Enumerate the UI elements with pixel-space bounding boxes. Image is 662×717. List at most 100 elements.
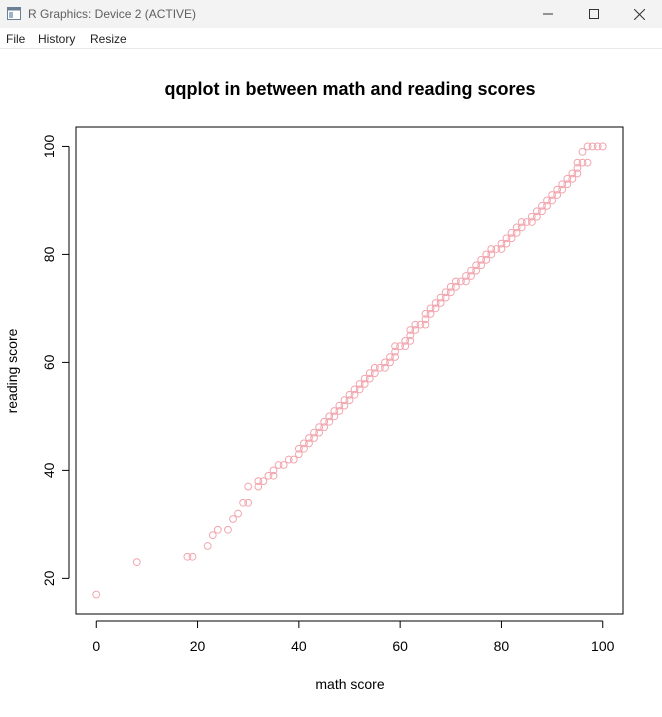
y-tick-label: 60 bbox=[41, 354, 57, 370]
data-point bbox=[538, 201, 546, 210]
data-point bbox=[370, 369, 379, 378]
data-point bbox=[487, 245, 496, 253]
data-point bbox=[345, 396, 354, 405]
data-point bbox=[365, 369, 374, 378]
data-point bbox=[578, 147, 587, 156]
data-point bbox=[578, 158, 587, 167]
data-point bbox=[224, 525, 232, 534]
data-point bbox=[416, 320, 425, 329]
y-tick-label: 100 bbox=[41, 135, 57, 159]
x-tick-label: 100 bbox=[591, 638, 615, 654]
data-point bbox=[320, 423, 329, 432]
x-tick-label: 20 bbox=[190, 638, 206, 654]
data-point bbox=[335, 401, 344, 410]
data-point bbox=[239, 498, 248, 507]
data-point bbox=[305, 439, 313, 448]
data-point bbox=[386, 353, 394, 361]
data-point bbox=[568, 174, 577, 183]
data-point bbox=[244, 482, 253, 491]
menu-resize[interactable]: Resize bbox=[90, 32, 127, 46]
data-point bbox=[543, 196, 551, 205]
data-point bbox=[482, 255, 491, 264]
y-tick-label: 80 bbox=[41, 246, 57, 262]
data-point bbox=[284, 455, 293, 464]
data-point bbox=[183, 552, 192, 561]
data-point bbox=[254, 482, 263, 491]
menu-history[interactable]: History bbox=[38, 32, 76, 46]
data-point bbox=[386, 358, 394, 367]
data-point bbox=[457, 277, 465, 286]
data-point bbox=[482, 250, 491, 259]
data-point bbox=[588, 142, 597, 151]
y-tick-label: 40 bbox=[41, 462, 57, 478]
data-point bbox=[472, 261, 481, 270]
data-point bbox=[436, 293, 445, 302]
data-point bbox=[441, 288, 450, 297]
data-point bbox=[467, 272, 475, 280]
data-point bbox=[325, 412, 334, 421]
data-point bbox=[462, 272, 470, 280]
data-point bbox=[279, 461, 288, 469]
data-point bbox=[573, 164, 582, 172]
data-point bbox=[431, 304, 440, 313]
menu-bar: File History Resize bbox=[0, 28, 662, 49]
data-point bbox=[527, 212, 536, 221]
data-point bbox=[340, 401, 349, 410]
data-point bbox=[244, 498, 253, 507]
data-point bbox=[401, 336, 410, 345]
data-point bbox=[502, 234, 511, 243]
data-point bbox=[320, 417, 329, 426]
data-point bbox=[426, 304, 435, 313]
data-point bbox=[92, 590, 101, 599]
data-point bbox=[274, 461, 283, 469]
data-point bbox=[441, 293, 450, 302]
menu-file[interactable]: File bbox=[6, 32, 26, 46]
data-point bbox=[132, 558, 141, 567]
chart-title: qqplot in between math and reading score… bbox=[164, 79, 535, 99]
data-point bbox=[538, 207, 546, 216]
data-point bbox=[340, 396, 349, 405]
close-button[interactable] bbox=[616, 0, 662, 28]
data-point bbox=[264, 471, 273, 480]
data-point bbox=[598, 142, 607, 151]
data-point bbox=[381, 358, 389, 367]
data-point bbox=[315, 428, 324, 437]
data-point bbox=[381, 363, 389, 372]
data-point bbox=[350, 390, 359, 399]
data-point bbox=[512, 223, 521, 232]
data-point bbox=[583, 158, 592, 167]
data-point bbox=[487, 250, 496, 259]
data-point bbox=[391, 353, 399, 361]
data-point bbox=[502, 239, 511, 248]
x-tick-label: 0 bbox=[92, 638, 100, 654]
plot-frame bbox=[75, 126, 624, 615]
app-icon bbox=[7, 7, 21, 20]
data-point bbox=[269, 471, 278, 480]
data-point bbox=[558, 185, 567, 194]
data-point bbox=[517, 223, 526, 232]
data-point bbox=[355, 385, 364, 394]
data-point bbox=[188, 552, 197, 561]
data-point bbox=[507, 228, 516, 237]
minimize-button[interactable] bbox=[525, 0, 571, 28]
close-icon bbox=[633, 8, 645, 20]
data-point bbox=[254, 477, 263, 486]
data-point bbox=[583, 142, 592, 151]
maximize-button[interactable] bbox=[571, 0, 617, 28]
data-point bbox=[305, 434, 313, 442]
data-point bbox=[451, 282, 460, 291]
data-point bbox=[451, 277, 460, 286]
data-point bbox=[289, 455, 298, 464]
data-point bbox=[426, 309, 435, 318]
data-point bbox=[431, 299, 440, 307]
data-point bbox=[507, 234, 516, 243]
data-point bbox=[436, 299, 445, 307]
data-point bbox=[213, 525, 222, 534]
maximize-icon bbox=[589, 9, 599, 19]
data-point bbox=[522, 218, 531, 226]
data-point bbox=[234, 509, 242, 518]
data-point bbox=[406, 326, 415, 334]
data-point bbox=[401, 342, 410, 351]
data-point bbox=[558, 180, 567, 189]
data-point bbox=[527, 218, 536, 226]
